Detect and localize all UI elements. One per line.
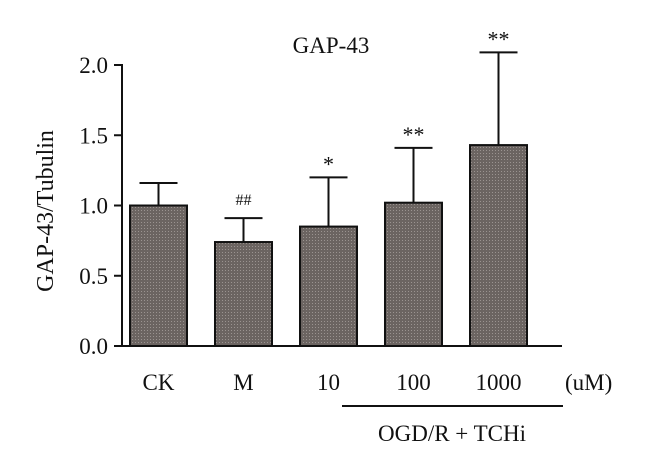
significance-marker: * (323, 151, 334, 176)
error-bars-group (139, 51, 518, 243)
bar (469, 144, 528, 347)
bar (384, 201, 443, 347)
y-axis: 0.0 0.5 1.0 1.5 2.0 (79, 53, 123, 359)
bar (129, 204, 188, 347)
significance-marker: ** (488, 26, 510, 51)
y-tick-label: 1.5 (79, 123, 108, 148)
x-axis: CK M 10 100 1000 (122, 345, 562, 395)
y-tick-label: 0.5 (79, 264, 108, 289)
significance-markers: ##***** (236, 26, 510, 209)
significance-marker: ## (236, 192, 252, 209)
y-tick-label: 1.0 (79, 194, 108, 219)
y-tick-label: 2.0 (79, 53, 108, 78)
chart-title: GAP-43 (293, 33, 370, 58)
x-tick-label: 100 (396, 370, 431, 395)
unit-label: (uM) (565, 370, 612, 395)
bar (214, 241, 273, 347)
x-tick-label: 1000 (476, 370, 522, 395)
significance-marker: ** (403, 122, 425, 147)
y-axis-label: GAP-43/Tubulin (33, 130, 59, 292)
x-tick-label: 10 (317, 370, 340, 395)
y-tick-label: 0.0 (79, 334, 108, 359)
bar (299, 225, 358, 347)
group-label: OGD/R + TCHi (378, 421, 526, 446)
x-tick-label: M (233, 370, 253, 395)
x-tick-label: CK (143, 370, 175, 395)
